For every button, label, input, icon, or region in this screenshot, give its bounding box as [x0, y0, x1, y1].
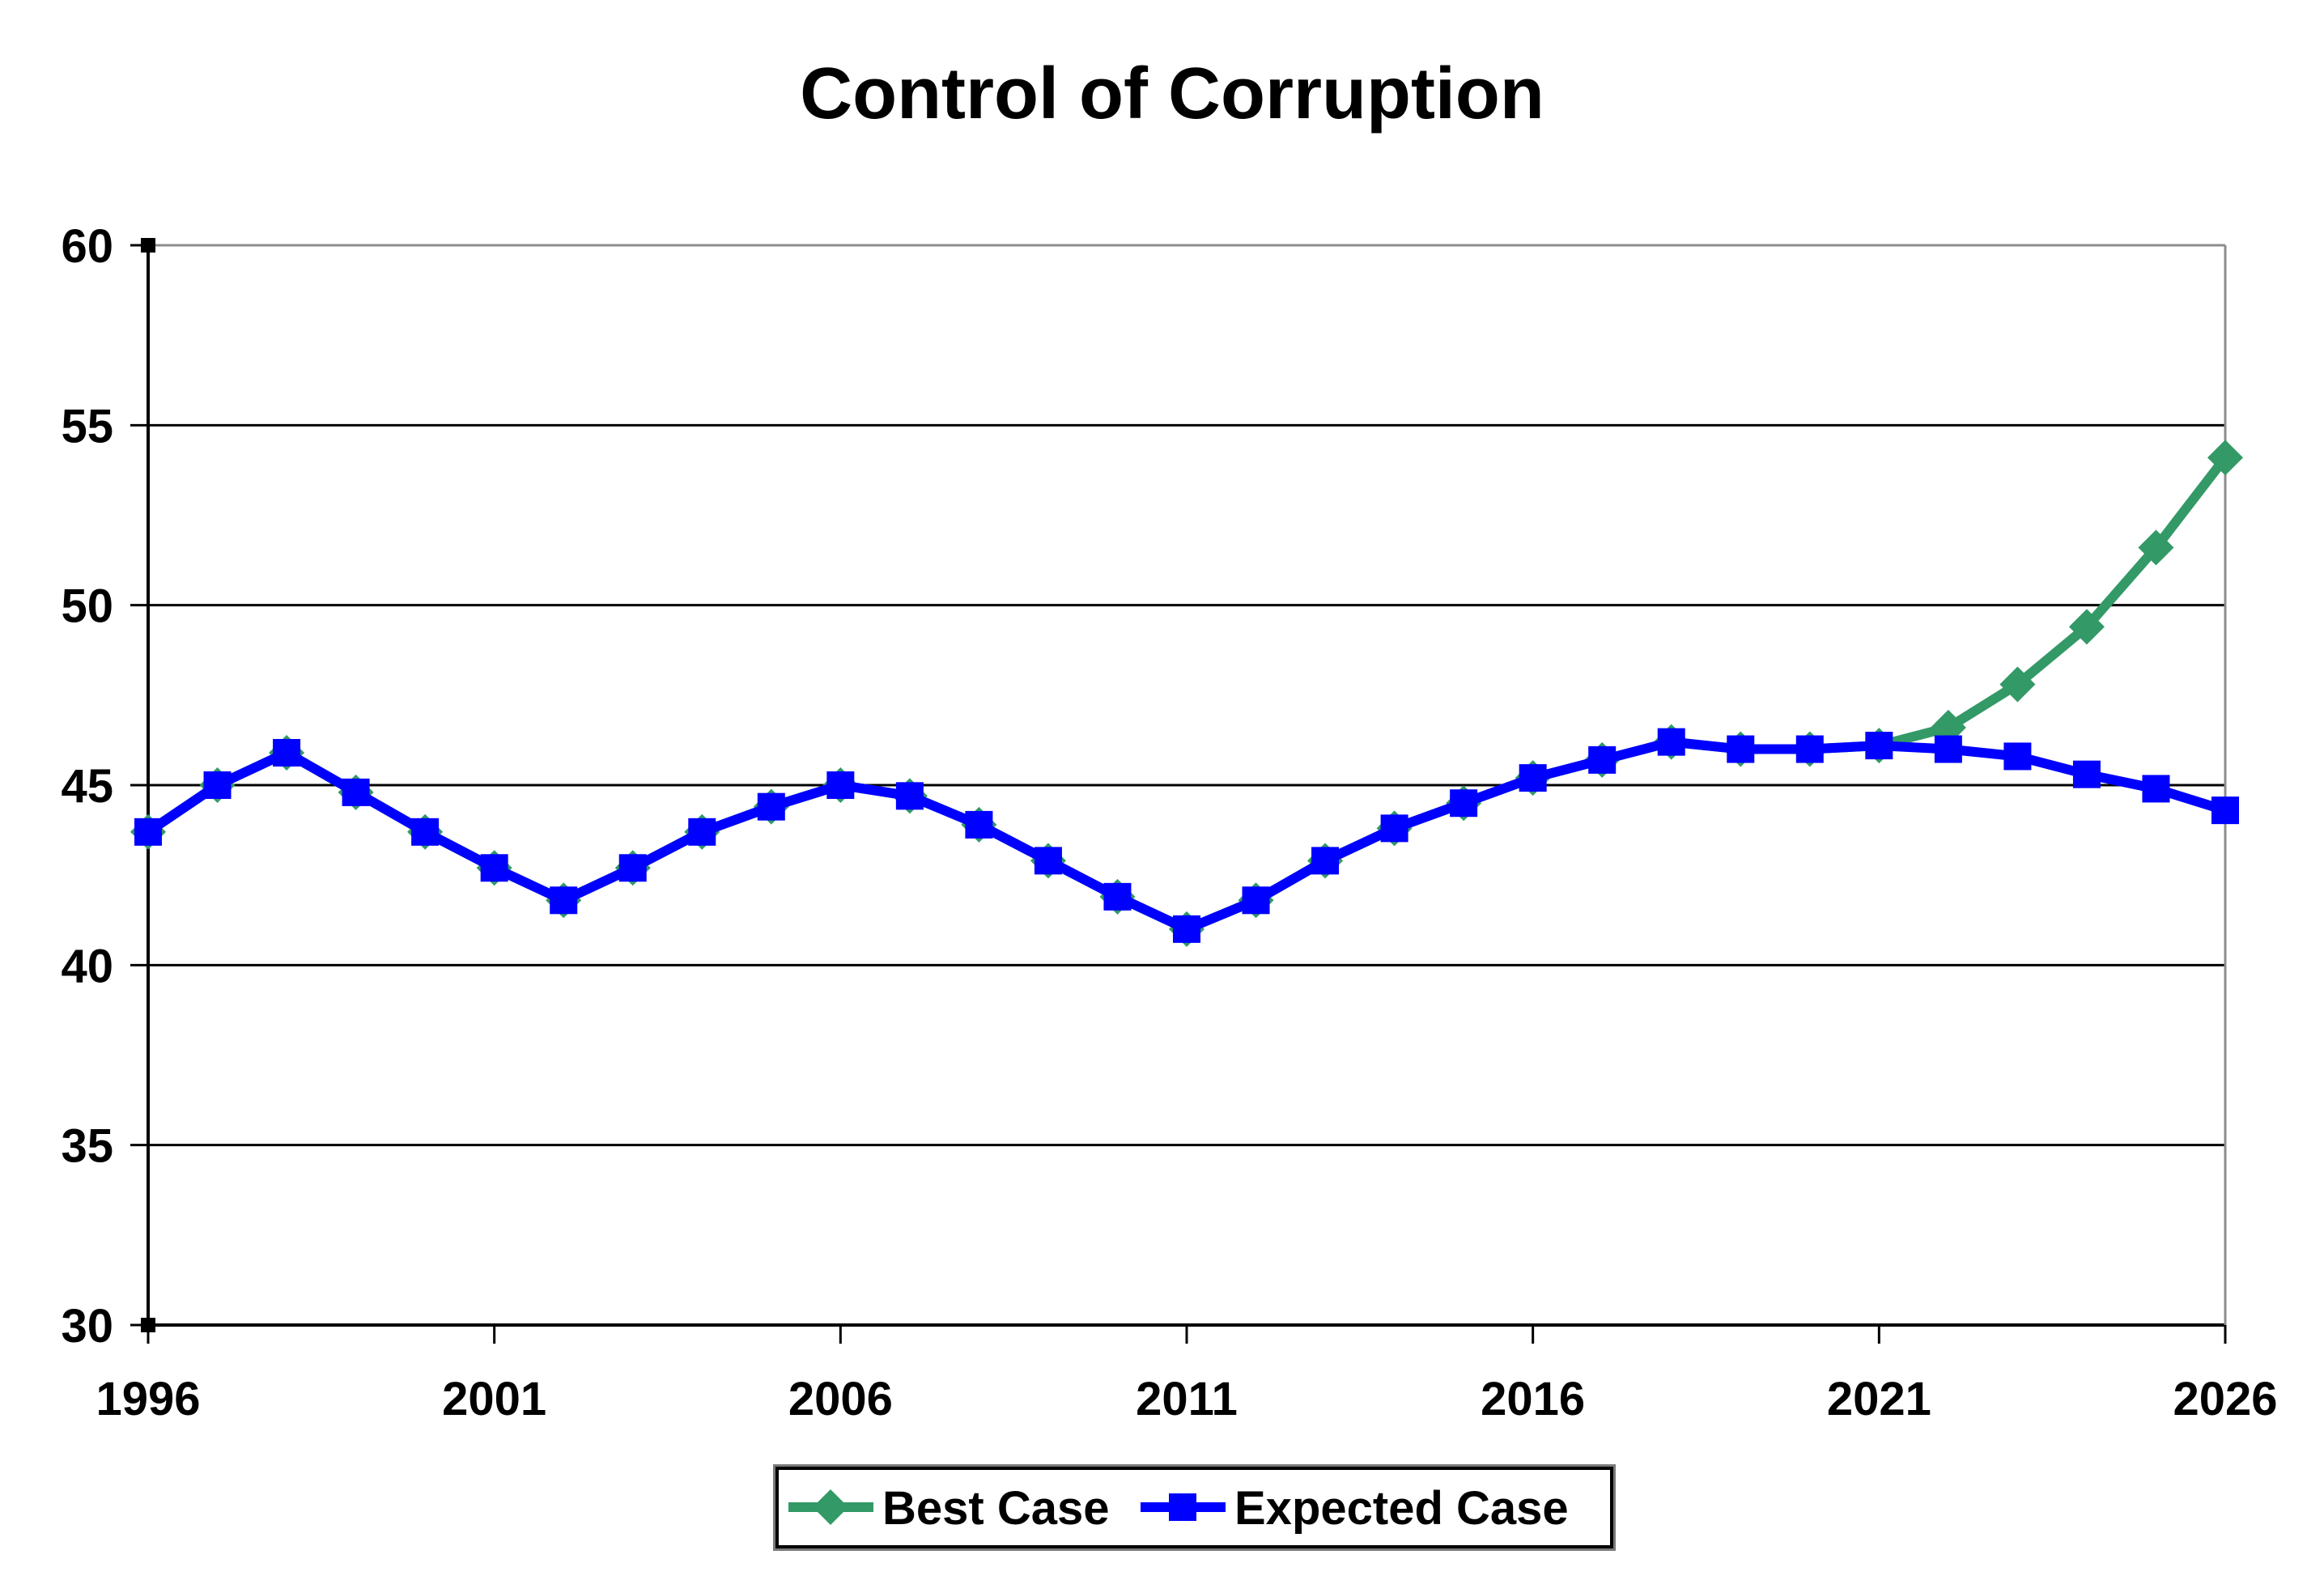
data-point-expected-case	[203, 771, 232, 799]
y-axis-label: 50	[61, 580, 113, 633]
data-point-expected-case	[2072, 760, 2101, 788]
data-point-expected-case	[273, 738, 301, 767]
data-point-best-case	[1999, 666, 2036, 703]
data-point-expected-case	[411, 818, 440, 846]
data-point-expected-case	[342, 778, 370, 806]
data-point-expected-case	[480, 854, 508, 882]
legend-label-best-case: Best Case	[882, 1482, 1109, 1535]
x-axis-label: 2001	[442, 1373, 546, 1425]
data-point-expected-case	[1311, 847, 1340, 875]
y-axis-label: 30	[61, 1300, 113, 1353]
data-point-expected-case	[965, 810, 993, 839]
x-axis-label: 2006	[788, 1373, 893, 1425]
x-axis-label: 1996	[96, 1373, 200, 1425]
data-point-expected-case	[550, 886, 578, 915]
data-point-expected-case	[1795, 735, 1824, 763]
data-point-expected-case	[1450, 789, 1478, 818]
data-point-expected-case	[2003, 742, 2032, 771]
series-line-expected-case	[145, 737, 2227, 935]
x-axis-label: 2011	[1136, 1373, 1238, 1425]
data-point-best-case	[2138, 529, 2174, 566]
chart-title: Control of Corruption	[800, 53, 1544, 134]
data-point-best-case	[2207, 440, 2243, 476]
data-point-expected-case	[134, 818, 162, 846]
data-point-expected-case	[1934, 735, 1962, 763]
data-point-expected-case	[757, 792, 785, 821]
data-point-expected-case	[2142, 775, 2170, 803]
axis-end-marker	[141, 1318, 155, 1332]
data-point-expected-case	[1380, 814, 1408, 843]
y-axis-label: 35	[61, 1120, 113, 1173]
x-axis-label: 2016	[1481, 1373, 1585, 1425]
y-axis-label: 40	[61, 940, 113, 992]
data-point-expected-case	[1727, 735, 1755, 763]
x-axis-label: 2026	[2173, 1373, 2277, 1425]
data-point-expected-case	[1034, 847, 1062, 875]
axis-end-marker	[141, 238, 155, 253]
x-axis-label: 2021	[1827, 1373, 1931, 1425]
data-point-expected-case	[1242, 886, 1270, 915]
data-point-expected-case	[618, 854, 647, 882]
data-point-expected-case	[1657, 728, 1685, 756]
data-point-expected-case	[1173, 915, 1200, 943]
data-point-best-case	[2068, 609, 2105, 645]
data-point-expected-case	[688, 818, 716, 846]
y-axis-label: 60	[61, 220, 113, 273]
y-axis-label: 45	[61, 760, 113, 813]
data-point-expected-case	[1519, 764, 1547, 792]
legend-diamond-icon	[813, 1489, 848, 1525]
data-point-expected-case	[1103, 882, 1132, 911]
legend-label-expected-case: Expected Case	[1234, 1482, 1569, 1535]
series-line-best-case	[145, 454, 2229, 935]
data-point-expected-case	[895, 782, 924, 810]
data-point-expected-case	[826, 771, 855, 799]
data-point-expected-case	[1865, 732, 1893, 760]
y-axis-label: 55	[61, 400, 113, 452]
data-point-expected-case	[2211, 796, 2239, 825]
legend-square-icon	[1169, 1493, 1196, 1521]
data-point-expected-case	[1588, 745, 1617, 774]
